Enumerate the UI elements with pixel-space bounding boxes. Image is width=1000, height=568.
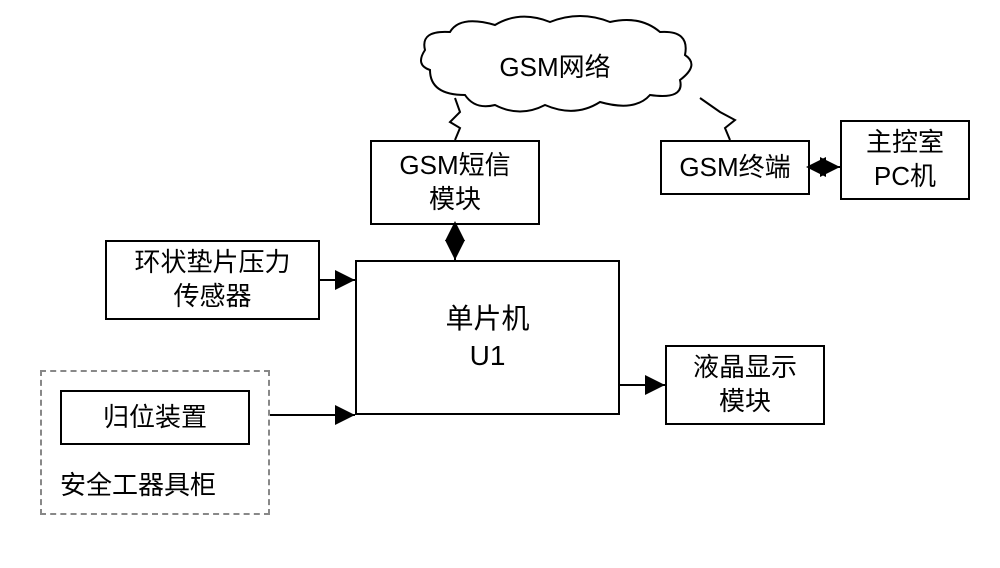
box-mcu: 单片机 U1 [355, 260, 620, 415]
diagram-canvas: GSM网络 GSM短信 模块 GSM终端 主控室 PC机 环状垫片压力 传感器 … [0, 0, 1000, 568]
box-gsm-terminal: GSM终端 [660, 140, 810, 195]
cloud-gsm-network: GSM网络 [410, 10, 700, 120]
box-pressure-sensor: 环状垫片压力 传感器 [105, 240, 320, 320]
box-return-device: 归位装置 [60, 390, 250, 445]
cloud-label: GSM网络 [410, 10, 700, 120]
edge-terminal-cloud-wireless [700, 98, 735, 140]
cabinet-label: 安全工器具柜 [60, 465, 216, 502]
box-gsm-sms-module: GSM短信 模块 [370, 140, 540, 225]
box-control-pc: 主控室 PC机 [840, 120, 970, 200]
box-lcd-display: 液晶显示 模块 [665, 345, 825, 425]
